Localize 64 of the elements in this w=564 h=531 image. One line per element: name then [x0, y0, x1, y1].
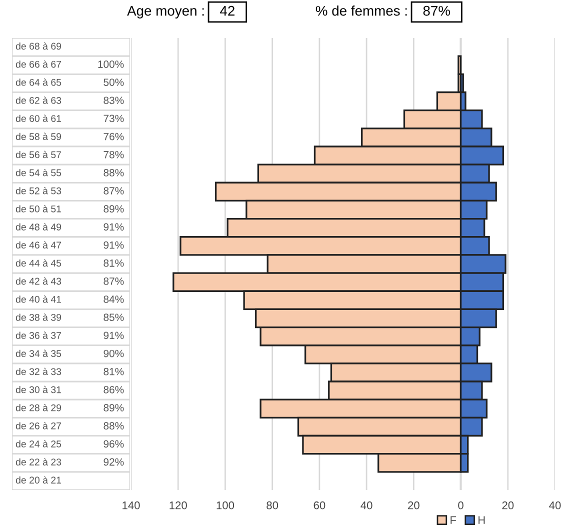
text: 88% — [104, 169, 124, 176]
x-tick-label: 100 — [216, 501, 234, 510]
legend-label: F — [450, 516, 456, 524]
y-tick-label: de 28 à 29 — [16, 404, 62, 412]
y-tick-label: de 38 à 39 — [16, 314, 62, 321]
text: 85% — [104, 314, 124, 322]
y-tick-label: de 48 à 49 — [16, 223, 62, 230]
text: Age moyen : — [127, 6, 204, 18]
y-tick-label: de 44 à 45 — [16, 259, 62, 267]
y-tick-label: de 24 à 25 — [16, 440, 62, 448]
y-tick-label: de 32 à 33 — [16, 368, 62, 376]
text: 91% — [104, 241, 124, 249]
text: 92% — [104, 458, 124, 466]
y-tick-label: de 26 à 27 — [16, 422, 62, 430]
y-tick-label: de 34 à 35 — [16, 350, 62, 358]
x-tick-label: 40 — [549, 501, 561, 510]
x-tick-label: 0 — [458, 501, 464, 510]
y-tick-label: de 36 à 37 — [16, 332, 62, 339]
text: 81% — [104, 259, 124, 267]
text: % de femmes : — [316, 6, 407, 16]
legend-label: H — [478, 516, 485, 524]
x-tick-label: 40 — [360, 501, 372, 510]
text: 87% — [104, 187, 124, 194]
y-tick-label: de 50 à 51 — [16, 205, 62, 212]
text: 50% — [104, 78, 124, 86]
text: 86% — [104, 386, 124, 394]
y-tick-label: de 22 à 23 — [16, 458, 62, 466]
y-tick-label: de 20 à 21 — [16, 476, 62, 484]
text: 96% — [104, 440, 124, 448]
y-tick-label: de 52 à 53 — [16, 187, 62, 194]
text: 91% — [104, 223, 124, 231]
text: 73% — [104, 114, 124, 122]
text: 42 — [220, 6, 234, 16]
text: 89% — [104, 205, 124, 213]
y-tick-label: de 66 à 67 — [16, 60, 62, 68]
y-tick-label: de 56 à 57 — [16, 150, 62, 158]
text: 87% — [104, 278, 124, 285]
x-tick-label: 20 — [502, 501, 514, 510]
text: 90% — [104, 350, 124, 358]
text: 84% — [104, 296, 124, 303]
x-tick-label: 20 — [408, 501, 420, 510]
y-tick-label: de 64 à 65 — [16, 78, 62, 86]
y-tick-label: de 58 à 59 — [16, 132, 62, 140]
x-tick-label: 120 — [170, 501, 187, 510]
text: 88% — [104, 422, 124, 430]
x-tick-label: 140 — [122, 501, 140, 510]
text: 91% — [104, 332, 124, 340]
y-tick-label: de 68 à 69 — [16, 42, 62, 50]
text: 78% — [104, 150, 124, 158]
text: 83% — [104, 96, 124, 104]
x-tick-label: 80 — [266, 501, 278, 510]
y-tick-label: de 54 à 55 — [16, 168, 62, 176]
y-tick-label: de 46 à 47 — [16, 241, 62, 249]
text: 100% — [98, 60, 124, 68]
y-tick-label: de 60 à 61 — [16, 114, 62, 122]
y-tick-label: de 40 à 41 — [16, 296, 62, 303]
y-tick-label: de 42 à 43 — [16, 277, 62, 285]
text: 87% — [423, 6, 450, 16]
y-tick-label: de 62 à 63 — [16, 96, 62, 104]
x-tick-label: 60 — [314, 501, 326, 510]
text: 81% — [104, 368, 124, 376]
text: 89% — [104, 404, 124, 412]
text: 76% — [104, 132, 124, 140]
y-tick-label: de 30 à 31 — [16, 386, 62, 394]
